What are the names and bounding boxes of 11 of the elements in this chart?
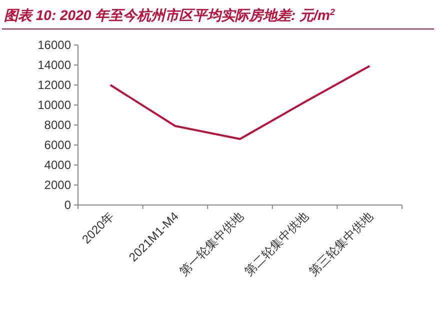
y-tick-label: 16000: [38, 38, 72, 52]
chart-title: 图表 10: 2020 年至今杭州市区平均实际房地差: 元/m$^{2}$: [4, 7, 335, 23]
line-series: [109, 65, 371, 140]
y-tick-label: 10000: [38, 98, 72, 112]
y-tick-label: 8000: [44, 118, 72, 132]
y-tick-label: 0: [64, 198, 72, 212]
y-tick-label: 2000: [44, 178, 72, 192]
y-tick-label: 12000: [38, 78, 72, 92]
y-tick-label: 4000: [44, 158, 72, 172]
y-tick-label: 6000: [44, 138, 72, 152]
y-tick-label: 14000: [38, 58, 72, 72]
